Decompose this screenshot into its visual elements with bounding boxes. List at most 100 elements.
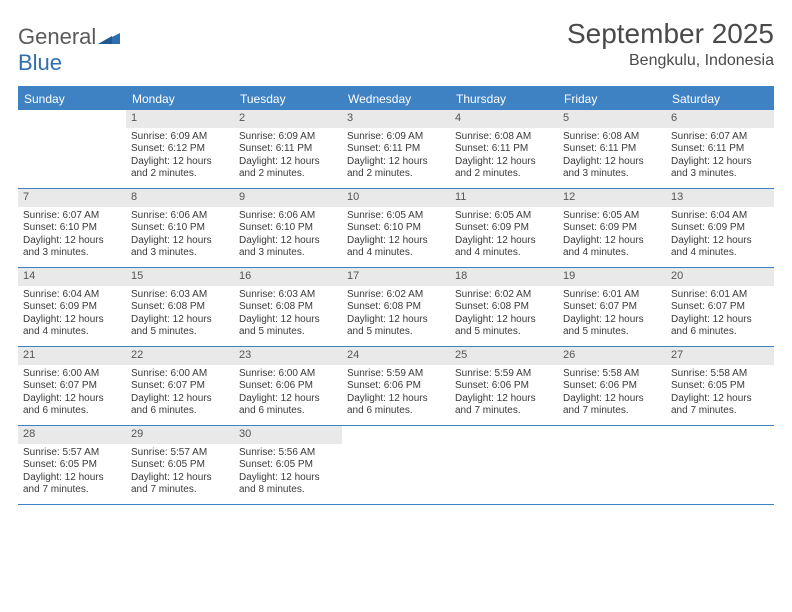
daylight-text: Daylight: 12 hours and 7 minutes.	[563, 393, 661, 418]
daylight-text: Daylight: 12 hours and 7 minutes.	[131, 472, 229, 497]
day-body: Sunrise: 6:00 AMSunset: 6:07 PMDaylight:…	[126, 365, 234, 423]
day-cell: 29Sunrise: 5:57 AMSunset: 6:05 PMDayligh…	[126, 426, 234, 504]
sunset-text: Sunset: 6:06 PM	[347, 380, 445, 393]
daylight-text: Daylight: 12 hours and 5 minutes.	[131, 314, 229, 339]
day-number	[342, 426, 450, 430]
sunrise-text: Sunrise: 6:02 AM	[455, 289, 553, 302]
sunrise-text: Sunrise: 6:00 AM	[131, 368, 229, 381]
weekday-monday: Monday	[126, 88, 234, 110]
day-number: 1	[126, 110, 234, 128]
sunrise-text: Sunrise: 6:07 AM	[23, 210, 121, 223]
sunset-text: Sunset: 6:06 PM	[563, 380, 661, 393]
day-body: Sunrise: 6:09 AMSunset: 6:12 PMDaylight:…	[126, 128, 234, 186]
daylight-text: Daylight: 12 hours and 4 minutes.	[455, 235, 553, 260]
weekday-header-row: SundayMondayTuesdayWednesdayThursdayFrid…	[18, 88, 774, 110]
sunrise-text: Sunrise: 6:01 AM	[671, 289, 769, 302]
sunrise-text: Sunrise: 6:05 AM	[347, 210, 445, 223]
sunrise-text: Sunrise: 6:07 AM	[671, 131, 769, 144]
day-cell: 30Sunrise: 5:56 AMSunset: 6:05 PMDayligh…	[234, 426, 342, 504]
day-number: 20	[666, 268, 774, 286]
daylight-text: Daylight: 12 hours and 2 minutes.	[455, 156, 553, 181]
day-number: 8	[126, 189, 234, 207]
day-cell: 20Sunrise: 6:01 AMSunset: 6:07 PMDayligh…	[666, 268, 774, 346]
day-cell: 8Sunrise: 6:06 AMSunset: 6:10 PMDaylight…	[126, 189, 234, 267]
day-body: Sunrise: 6:02 AMSunset: 6:08 PMDaylight:…	[450, 286, 558, 344]
day-cell: 3Sunrise: 6:09 AMSunset: 6:11 PMDaylight…	[342, 110, 450, 188]
day-number: 12	[558, 189, 666, 207]
sunrise-text: Sunrise: 6:06 AM	[239, 210, 337, 223]
day-cell: 23Sunrise: 6:00 AMSunset: 6:06 PMDayligh…	[234, 347, 342, 425]
daylight-text: Daylight: 12 hours and 3 minutes.	[131, 235, 229, 260]
sunset-text: Sunset: 6:05 PM	[23, 459, 121, 472]
weeks-container: 1Sunrise: 6:09 AMSunset: 6:12 PMDaylight…	[18, 110, 774, 505]
location: Bengkulu, Indonesia	[567, 52, 774, 70]
day-cell: 19Sunrise: 6:01 AMSunset: 6:07 PMDayligh…	[558, 268, 666, 346]
sunrise-text: Sunrise: 6:03 AM	[131, 289, 229, 302]
sunrise-text: Sunrise: 6:02 AM	[347, 289, 445, 302]
day-number: 7	[18, 189, 126, 207]
daylight-text: Daylight: 12 hours and 4 minutes.	[563, 235, 661, 260]
weekday-wednesday: Wednesday	[342, 88, 450, 110]
day-number: 13	[666, 189, 774, 207]
day-body: Sunrise: 6:07 AMSunset: 6:11 PMDaylight:…	[666, 128, 774, 186]
day-cell: 12Sunrise: 6:05 AMSunset: 6:09 PMDayligh…	[558, 189, 666, 267]
weekday-thursday: Thursday	[450, 88, 558, 110]
sunset-text: Sunset: 6:05 PM	[671, 380, 769, 393]
weekday-friday: Friday	[558, 88, 666, 110]
day-body: Sunrise: 6:09 AMSunset: 6:11 PMDaylight:…	[342, 128, 450, 186]
header: GeneralBlue September 2025 Bengkulu, Ind…	[18, 18, 774, 76]
sunset-text: Sunset: 6:07 PM	[563, 301, 661, 314]
sunset-text: Sunset: 6:10 PM	[347, 222, 445, 235]
sunset-text: Sunset: 6:08 PM	[131, 301, 229, 314]
sunrise-text: Sunrise: 6:06 AM	[131, 210, 229, 223]
sunset-text: Sunset: 6:11 PM	[347, 143, 445, 156]
sunset-text: Sunset: 6:06 PM	[239, 380, 337, 393]
sunrise-text: Sunrise: 5:58 AM	[671, 368, 769, 381]
day-number	[666, 426, 774, 430]
day-cell: 16Sunrise: 6:03 AMSunset: 6:08 PMDayligh…	[234, 268, 342, 346]
day-body: Sunrise: 6:08 AMSunset: 6:11 PMDaylight:…	[450, 128, 558, 186]
day-number: 6	[666, 110, 774, 128]
daylight-text: Daylight: 12 hours and 3 minutes.	[671, 156, 769, 181]
week-row: 14Sunrise: 6:04 AMSunset: 6:09 PMDayligh…	[18, 268, 774, 347]
day-cell-empty	[342, 426, 450, 504]
day-body: Sunrise: 6:01 AMSunset: 6:07 PMDaylight:…	[558, 286, 666, 344]
sunrise-text: Sunrise: 6:03 AM	[239, 289, 337, 302]
daylight-text: Daylight: 12 hours and 5 minutes.	[563, 314, 661, 339]
day-number: 24	[342, 347, 450, 365]
day-number: 23	[234, 347, 342, 365]
sunset-text: Sunset: 6:11 PM	[671, 143, 769, 156]
title-block: September 2025 Bengkulu, Indonesia	[567, 18, 774, 70]
day-number: 9	[234, 189, 342, 207]
day-body: Sunrise: 6:00 AMSunset: 6:06 PMDaylight:…	[234, 365, 342, 423]
sunrise-text: Sunrise: 5:57 AM	[131, 447, 229, 460]
brand-logo: GeneralBlue	[18, 18, 120, 76]
day-cell: 6Sunrise: 6:07 AMSunset: 6:11 PMDaylight…	[666, 110, 774, 188]
day-cell: 18Sunrise: 6:02 AMSunset: 6:08 PMDayligh…	[450, 268, 558, 346]
sunset-text: Sunset: 6:08 PM	[455, 301, 553, 314]
day-body: Sunrise: 5:58 AMSunset: 6:06 PMDaylight:…	[558, 365, 666, 423]
daylight-text: Daylight: 12 hours and 3 minutes.	[563, 156, 661, 181]
day-number: 21	[18, 347, 126, 365]
day-cell-empty	[666, 426, 774, 504]
day-body: Sunrise: 6:05 AMSunset: 6:10 PMDaylight:…	[342, 207, 450, 265]
sunset-text: Sunset: 6:07 PM	[131, 380, 229, 393]
day-number: 29	[126, 426, 234, 444]
day-body: Sunrise: 5:58 AMSunset: 6:05 PMDaylight:…	[666, 365, 774, 423]
day-body: Sunrise: 5:56 AMSunset: 6:05 PMDaylight:…	[234, 444, 342, 502]
daylight-text: Daylight: 12 hours and 2 minutes.	[347, 156, 445, 181]
daylight-text: Daylight: 12 hours and 6 minutes.	[131, 393, 229, 418]
day-body: Sunrise: 5:57 AMSunset: 6:05 PMDaylight:…	[126, 444, 234, 502]
day-number: 2	[234, 110, 342, 128]
day-number: 11	[450, 189, 558, 207]
day-number: 30	[234, 426, 342, 444]
day-body: Sunrise: 5:59 AMSunset: 6:06 PMDaylight:…	[342, 365, 450, 423]
day-cell: 28Sunrise: 5:57 AMSunset: 6:05 PMDayligh…	[18, 426, 126, 504]
day-body: Sunrise: 6:07 AMSunset: 6:10 PMDaylight:…	[18, 207, 126, 265]
day-cell: 21Sunrise: 6:00 AMSunset: 6:07 PMDayligh…	[18, 347, 126, 425]
week-row: 1Sunrise: 6:09 AMSunset: 6:12 PMDaylight…	[18, 110, 774, 189]
sunset-text: Sunset: 6:11 PM	[563, 143, 661, 156]
day-cell: 4Sunrise: 6:08 AMSunset: 6:11 PMDaylight…	[450, 110, 558, 188]
sunrise-text: Sunrise: 6:05 AM	[563, 210, 661, 223]
daylight-text: Daylight: 12 hours and 6 minutes.	[347, 393, 445, 418]
